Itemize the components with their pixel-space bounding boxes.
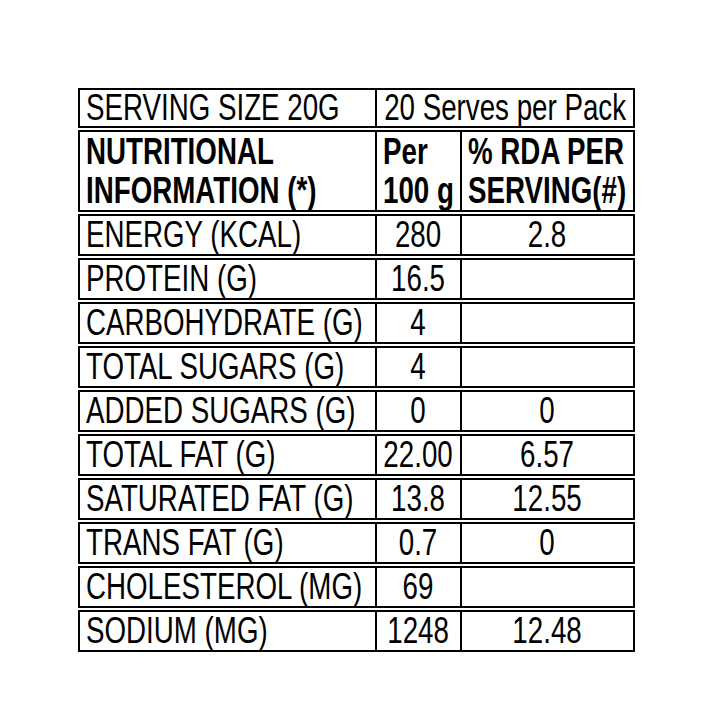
nutrient-label-cell: ADDED SUGARS (G) <box>78 390 377 432</box>
per-100g-header-cell: Per 100 g <box>375 130 462 212</box>
row-total-fat: TOTAL FAT (G) 22.00 6.57 <box>78 434 635 476</box>
per-100g-value: 13.8 <box>392 478 446 520</box>
nutrient-label-cell: SODIUM (MG) <box>78 610 377 652</box>
rda-value: 6.57 <box>521 434 575 476</box>
per-100g-value: 4 <box>411 302 426 344</box>
nutrient-label-cell: CARBOHYDRATE (G) <box>78 302 377 344</box>
serves-per-pack-cell: 20 Serves per Pack <box>375 88 635 128</box>
per-100g-value-cell: 69 <box>375 566 462 608</box>
nutrient-label: CARBOHYDRATE (G) <box>86 302 363 344</box>
row-saturated-fat: SATURATED FAT (G) 13.8 12.55 <box>78 478 635 520</box>
nutritional-information-header-cell: NUTRITIONAL INFORMATION (*) <box>78 130 377 212</box>
per-100g-value-cell: 1248 <box>375 610 462 652</box>
per-100g-value: 0.7 <box>399 522 438 564</box>
rda-value-cell: 12.55 <box>460 478 635 520</box>
per-100g-value-cell: 4 <box>375 346 462 388</box>
rda-header-line2: SERVING(#) <box>468 171 626 210</box>
nutrient-label-cell: TRANS FAT (G) <box>78 522 377 564</box>
rda-value-cell: 12.48 <box>460 610 635 652</box>
rda-value-cell: 0 <box>460 390 635 432</box>
per-100g-value: 16.5 <box>392 258 446 300</box>
nutrient-label: ADDED SUGARS (G) <box>86 390 356 432</box>
nutrient-label: TRANS FAT (G) <box>86 522 284 564</box>
row-cholesterol: CHOLESTEROL (MG) 69 <box>78 566 635 608</box>
rda-value-cell <box>460 346 635 388</box>
nutrient-label: TOTAL FAT (G) <box>86 434 275 476</box>
per-100g-value-cell: 16.5 <box>375 258 462 300</box>
row-total-sugars: TOTAL SUGARS (G) 4 <box>78 346 635 388</box>
per-100g-value: 4 <box>411 346 426 388</box>
rda-value: 0 <box>540 390 555 432</box>
nutritional-information-line2: INFORMATION (*) <box>86 171 316 210</box>
row-protein: PROTEIN (G) 16.5 <box>78 258 635 300</box>
per-100g-value-cell: 13.8 <box>375 478 462 520</box>
per-100g-value-cell: 280 <box>375 214 462 256</box>
rda-value: 12.55 <box>513 478 582 520</box>
nutritional-information-line1: NUTRITIONAL <box>86 132 274 171</box>
per-100g-value-cell: 4 <box>375 302 462 344</box>
nutrient-label: ENERGY (KCAL) <box>86 214 301 256</box>
rda-value-cell <box>460 566 635 608</box>
rda-value-cell: 2.8 <box>460 214 635 256</box>
per-100g-value: 0 <box>411 390 426 432</box>
rda-value: 2.8 <box>528 214 567 256</box>
serving-header-row: SERVING SIZE 20G 20 Serves per Pack <box>78 88 635 128</box>
per-100g-value-cell: 0 <box>375 390 462 432</box>
per-100g-value: 22.00 <box>384 434 453 476</box>
per-100g-value: 280 <box>395 214 441 256</box>
nutrient-label: PROTEIN (G) <box>86 258 257 300</box>
nutrient-label: TOTAL SUGARS (G) <box>86 346 344 388</box>
nutrient-label-cell: ENERGY (KCAL) <box>78 214 377 256</box>
per-100g-line1: Per <box>383 132 428 171</box>
nutrient-label: CHOLESTEROL (MG) <box>86 566 362 608</box>
nutrient-label-cell: TOTAL FAT (G) <box>78 434 377 476</box>
row-sodium: SODIUM (MG) 1248 12.48 <box>78 610 635 652</box>
rda-value: 0 <box>540 522 555 564</box>
nutrient-label-cell: TOTAL SUGARS (G) <box>78 346 377 388</box>
serving-size-label: SERVING SIZE 20G <box>86 87 340 129</box>
nutrition-table: SERVING SIZE 20G 20 Serves per Pack NUTR… <box>78 88 635 654</box>
per-100g-line2: 100 g <box>383 171 454 210</box>
nutrient-label-cell: CHOLESTEROL (MG) <box>78 566 377 608</box>
nutrient-label-cell: PROTEIN (G) <box>78 258 377 300</box>
nutrient-label: SATURATED FAT (G) <box>86 478 353 520</box>
per-100g-value-cell: 0.7 <box>375 522 462 564</box>
row-added-sugars: ADDED SUGARS (G) 0 0 <box>78 390 635 432</box>
column-header-row: NUTRITIONAL INFORMATION (*) Per 100 g % … <box>78 130 635 212</box>
rda-value-cell <box>460 302 635 344</box>
per-100g-value: 69 <box>403 566 434 608</box>
serving-size-cell: SERVING SIZE 20G <box>78 88 377 128</box>
per-100g-value: 1248 <box>388 610 450 652</box>
row-carbohydrate: CARBOHYDRATE (G) 4 <box>78 302 635 344</box>
rda-value-cell: 0 <box>460 522 635 564</box>
rda-value: 12.48 <box>513 610 582 652</box>
nutrient-label-cell: SATURATED FAT (G) <box>78 478 377 520</box>
nutrition-label-page: SERVING SIZE 20G 20 Serves per Pack NUTR… <box>0 0 720 720</box>
rda-header-line1: % RDA PER <box>468 132 624 171</box>
serves-per-pack-label: 20 Serves per Pack <box>384 87 626 129</box>
nutrient-label: SODIUM (MG) <box>86 610 268 652</box>
row-energy: ENERGY (KCAL) 280 2.8 <box>78 214 635 256</box>
rda-value-cell <box>460 258 635 300</box>
rda-value-cell: 6.57 <box>460 434 635 476</box>
per-100g-value-cell: 22.00 <box>375 434 462 476</box>
row-trans-fat: TRANS FAT (G) 0.7 0 <box>78 522 635 564</box>
rda-header-cell: % RDA PER SERVING(#) <box>460 130 635 212</box>
